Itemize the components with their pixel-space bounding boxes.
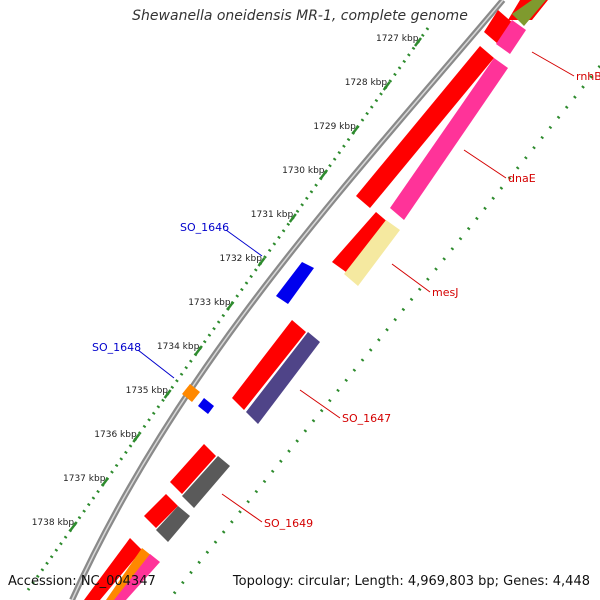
gene-SO_1649-b[interactable] bbox=[144, 494, 178, 528]
label-leaders bbox=[137, 51, 575, 523]
feature-pink-lower[interactable] bbox=[114, 554, 160, 600]
genome-backbone-highlight bbox=[71, 0, 504, 600]
minus-strand-genes bbox=[182, 262, 314, 414]
leader-mesJ bbox=[391, 263, 431, 293]
feature-purple-SO_1647[interactable] bbox=[246, 332, 320, 424]
label-SO_1647[interactable]: SO_1647 bbox=[342, 412, 391, 425]
tick-label-1: 1728 kbp bbox=[345, 78, 388, 88]
plus-strand-genes bbox=[84, 0, 548, 600]
leader-dnaE bbox=[463, 149, 507, 179]
gene-red-upper[interactable] bbox=[484, 10, 514, 44]
gene-lower-a[interactable] bbox=[84, 538, 142, 600]
gene-SO_1648-orange[interactable] bbox=[182, 384, 200, 402]
tick-label-3: 1730 kbp bbox=[282, 166, 325, 176]
feature-pink-dnaE[interactable] bbox=[390, 58, 508, 220]
tick-mark-7 bbox=[194, 345, 203, 355]
feature-olive[interactable] bbox=[512, 0, 546, 26]
leader-SO_1648 bbox=[137, 349, 175, 379]
leader-SO_1649 bbox=[221, 493, 263, 523]
tick-mark-3 bbox=[320, 169, 329, 179]
leader-rnhB bbox=[531, 51, 575, 77]
label-rnhB[interactable]: rnhB bbox=[576, 70, 600, 83]
feature-gray-SO_1649-a[interactable] bbox=[182, 456, 230, 508]
feature-pink-rnhB[interactable] bbox=[496, 20, 526, 54]
label-dnaE[interactable]: dnaE bbox=[508, 172, 536, 185]
feature-gray-SO_1649-b[interactable] bbox=[156, 506, 190, 542]
gene-labels: rnhB dnaE mesJ SO_1646 SO_1647 SO_1648 S… bbox=[92, 70, 600, 530]
gene-SO_1647[interactable] bbox=[232, 320, 306, 410]
tick-mark-9 bbox=[132, 433, 141, 443]
tick-mark-1 bbox=[382, 81, 391, 91]
plus-strand-features bbox=[106, 0, 546, 600]
gene-SO_1648[interactable] bbox=[198, 398, 214, 414]
feature-orange-lower[interactable] bbox=[106, 548, 152, 600]
gene-SO_1649-a[interactable] bbox=[170, 444, 216, 494]
tick-label-5: 1732 kbp bbox=[220, 254, 263, 264]
tick-label-4: 1731 kbp bbox=[251, 210, 294, 220]
tick-label-8: 1735 kbp bbox=[126, 386, 169, 396]
leader-SO_1646 bbox=[225, 229, 263, 257]
tick-label-10: 1737 kbp bbox=[63, 474, 106, 484]
gene-dnaE[interactable] bbox=[356, 46, 494, 208]
label-mesJ[interactable]: mesJ bbox=[432, 286, 458, 299]
tick-label-7: 1734 kbp bbox=[157, 342, 200, 352]
label-SO_1646[interactable]: SO_1646 bbox=[180, 221, 229, 234]
gene-mesJ[interactable] bbox=[332, 212, 390, 272]
leader-SO_1647 bbox=[299, 389, 341, 419]
tick-label-9: 1736 kbp bbox=[94, 430, 137, 440]
tick-mark-11 bbox=[69, 521, 78, 531]
map-title: Shewanella oneidensis MR-1, complete gen… bbox=[132, 8, 468, 24]
accession-text: Accession: NC_004347 bbox=[8, 574, 156, 589]
inner-tick-track bbox=[26, 27, 430, 591]
tick-label-0: 1727 kbp bbox=[376, 34, 419, 44]
tick-layer: 1727 kbp 1728 kbp 1729 kbp 1730 kbp 1731 kbp… bbox=[32, 34, 422, 531]
tick-mark-5 bbox=[257, 257, 266, 267]
tick-label-2: 1729 kbp bbox=[313, 122, 356, 132]
outer-tick-track bbox=[170, 65, 600, 597]
gene-SO_1646[interactable] bbox=[276, 262, 314, 304]
tick-label-6: 1733 kbp bbox=[188, 298, 231, 308]
label-SO_1648[interactable]: SO_1648 bbox=[92, 341, 141, 354]
tick-label-11: 1738 kbp bbox=[32, 518, 75, 528]
feature-yellow-mesJ[interactable] bbox=[344, 220, 400, 286]
label-SO_1649[interactable]: SO_1649 bbox=[264, 517, 313, 530]
genome-summary-text: Topology: circular; Length: 4,969,803 bp… bbox=[232, 574, 590, 589]
